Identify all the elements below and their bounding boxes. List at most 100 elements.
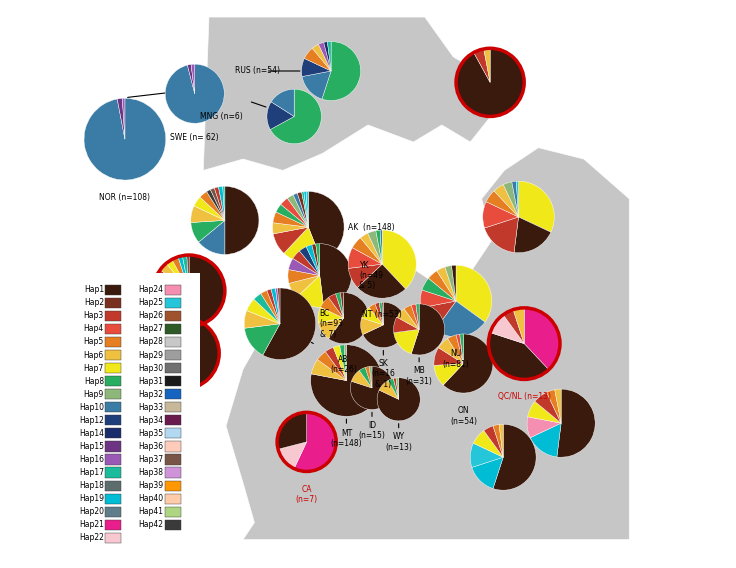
Wedge shape bbox=[379, 302, 383, 325]
Wedge shape bbox=[379, 381, 399, 399]
Text: Hap7: Hap7 bbox=[84, 364, 104, 373]
Bar bbox=[105, 298, 121, 308]
Bar bbox=[105, 285, 121, 295]
Text: QC/NL (n=13): QC/NL (n=13) bbox=[498, 392, 551, 401]
Wedge shape bbox=[194, 197, 225, 220]
Wedge shape bbox=[365, 366, 372, 388]
Bar bbox=[105, 481, 121, 491]
Wedge shape bbox=[177, 318, 183, 353]
Wedge shape bbox=[312, 44, 331, 71]
Bar bbox=[105, 494, 121, 504]
Wedge shape bbox=[353, 238, 382, 264]
Text: Hap33: Hap33 bbox=[138, 403, 163, 412]
Text: MT
(n=148): MT (n=148) bbox=[330, 429, 362, 448]
Wedge shape bbox=[328, 41, 331, 71]
Wedge shape bbox=[382, 230, 417, 289]
Bar bbox=[105, 337, 121, 347]
Bar bbox=[165, 350, 180, 360]
Bar bbox=[165, 402, 180, 412]
Wedge shape bbox=[148, 351, 183, 382]
Wedge shape bbox=[325, 347, 347, 381]
Wedge shape bbox=[191, 64, 195, 94]
Wedge shape bbox=[187, 255, 189, 291]
Text: Hap17: Hap17 bbox=[79, 468, 104, 477]
Wedge shape bbox=[527, 417, 561, 438]
Wedge shape bbox=[84, 98, 166, 180]
Wedge shape bbox=[484, 426, 503, 457]
Text: NU
(n=81): NU (n=81) bbox=[442, 349, 470, 369]
Wedge shape bbox=[191, 206, 225, 223]
Wedge shape bbox=[311, 345, 382, 416]
Wedge shape bbox=[333, 345, 347, 381]
Wedge shape bbox=[154, 291, 189, 322]
Bar bbox=[105, 324, 121, 334]
Wedge shape bbox=[316, 244, 319, 275]
Polygon shape bbox=[203, 17, 493, 170]
Wedge shape bbox=[270, 89, 322, 144]
Wedge shape bbox=[293, 193, 308, 227]
Text: Hap41: Hap41 bbox=[138, 507, 163, 516]
Wedge shape bbox=[420, 290, 456, 308]
Wedge shape bbox=[289, 258, 319, 275]
Text: Hap16: Hap16 bbox=[79, 455, 104, 464]
Bar bbox=[105, 467, 121, 478]
Bar bbox=[105, 376, 121, 386]
Wedge shape bbox=[171, 255, 225, 327]
Wedge shape bbox=[439, 339, 464, 364]
Text: WY
(n=13): WY (n=13) bbox=[385, 432, 412, 452]
Wedge shape bbox=[377, 378, 420, 421]
Wedge shape bbox=[210, 188, 225, 220]
Wedge shape bbox=[271, 89, 294, 116]
Text: Hap25: Hap25 bbox=[138, 298, 163, 307]
Text: Hap32: Hap32 bbox=[138, 390, 163, 399]
Wedge shape bbox=[483, 202, 519, 228]
Wedge shape bbox=[369, 304, 383, 325]
Text: Hap10: Hap10 bbox=[79, 403, 104, 412]
Text: CA
(n=7): CA (n=7) bbox=[296, 485, 318, 504]
Wedge shape bbox=[183, 255, 189, 291]
Text: Hap20: Hap20 bbox=[79, 507, 104, 516]
Wedge shape bbox=[319, 43, 331, 71]
Wedge shape bbox=[322, 41, 361, 101]
Wedge shape bbox=[434, 348, 464, 365]
Wedge shape bbox=[308, 191, 344, 261]
Wedge shape bbox=[306, 245, 319, 275]
Wedge shape bbox=[324, 41, 331, 71]
Wedge shape bbox=[214, 187, 225, 220]
Wedge shape bbox=[394, 329, 419, 354]
Text: MB
(n=31): MB (n=31) bbox=[406, 366, 433, 386]
Wedge shape bbox=[484, 217, 519, 253]
Text: Hap40: Hap40 bbox=[138, 494, 163, 503]
Bar bbox=[105, 415, 121, 425]
Wedge shape bbox=[350, 366, 394, 410]
Text: Hap42: Hap42 bbox=[138, 520, 163, 529]
Wedge shape bbox=[422, 278, 456, 301]
Wedge shape bbox=[547, 390, 561, 423]
Wedge shape bbox=[456, 265, 492, 322]
Text: Hap15: Hap15 bbox=[79, 442, 104, 451]
Text: Hap19: Hap19 bbox=[79, 494, 104, 503]
Wedge shape bbox=[276, 204, 308, 227]
Wedge shape bbox=[153, 280, 189, 298]
Bar bbox=[165, 494, 180, 504]
Wedge shape bbox=[493, 424, 503, 457]
Text: Hap22: Hap22 bbox=[79, 533, 104, 542]
Wedge shape bbox=[519, 181, 554, 232]
Bar bbox=[105, 507, 121, 517]
Wedge shape bbox=[320, 298, 344, 318]
Bar bbox=[105, 533, 121, 543]
Bar bbox=[105, 350, 121, 360]
Wedge shape bbox=[284, 227, 322, 263]
Text: Hap36: Hap36 bbox=[138, 442, 163, 451]
Bar bbox=[165, 467, 180, 478]
Text: SK
(n=16
& 1): SK (n=16 & 1) bbox=[372, 359, 395, 389]
Text: YK
(n=49
& 5): YK (n=49 & 5) bbox=[359, 261, 383, 290]
Text: Hap18: Hap18 bbox=[79, 481, 104, 490]
Text: Hap2: Hap2 bbox=[84, 298, 104, 307]
Text: Hap27: Hap27 bbox=[138, 324, 163, 333]
Wedge shape bbox=[304, 191, 308, 227]
Bar bbox=[165, 324, 180, 334]
Wedge shape bbox=[411, 304, 419, 329]
Wedge shape bbox=[261, 290, 280, 324]
Wedge shape bbox=[348, 248, 382, 269]
